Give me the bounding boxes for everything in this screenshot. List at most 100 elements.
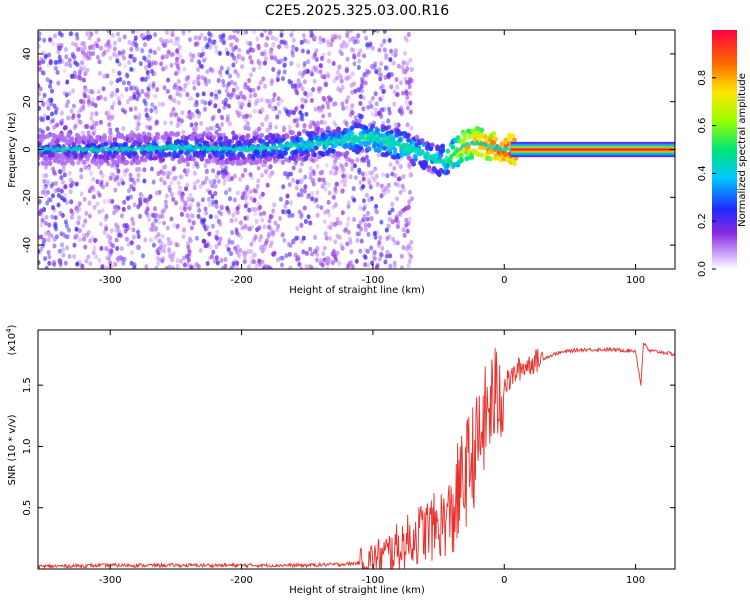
spectrogram-cell [207,37,212,43]
spectrogram-cell [300,116,305,122]
spectrogram-cell [80,263,85,269]
spectrogram-cell [215,260,220,266]
spectrogram-cell [201,45,206,51]
spectrogram-cell [298,110,303,116]
spectrogram-cell [195,178,200,184]
spectrogram-cell [203,206,208,212]
spectrogram-cell [445,162,451,169]
spectrogram-cell [393,173,398,179]
spectrogram-cell [156,46,161,52]
spectrogram-cell [186,196,191,202]
spectrogram-cell [322,219,327,225]
spectrogram-cell [42,185,47,191]
spectrogram-cell [54,180,59,186]
spectrogram-cell [330,153,335,159]
spectrogram-cell [70,53,75,59]
spectrogram-cell [321,113,326,119]
spectrogram-cell [72,70,77,76]
spectrogram-cell [122,55,127,61]
colorbar-tick-label: 0.6 [697,118,708,134]
spectrogram-cell [78,62,83,68]
spectrogram-cell [188,192,193,198]
spectrogram-cell [356,52,361,58]
spectrogram-cell [204,44,209,50]
spectrogram-cell [373,91,378,97]
spectrogram-cell [339,78,344,84]
spectrogram-cell [313,234,318,240]
spectrogram-cell [110,114,115,120]
spectrogram-cell [268,243,273,249]
spectrogram-cell [177,190,182,196]
spectrogram-cell [192,170,197,176]
spectrogram-cell [243,84,248,90]
spectrogram-cell [333,101,338,107]
spectrogram-cell [94,254,99,260]
spectrogram-cell [382,145,388,151]
spectrogram-cell [299,161,304,167]
spectrogram-cell [344,99,349,105]
spectrogram-cell [51,41,56,47]
spectrogram-cell [392,60,397,66]
spectrogram-cell [104,182,109,188]
spectrogram-cell [219,114,224,120]
spectrogram-cell [41,101,46,107]
spectrogram-cell [172,223,177,229]
spectrogram-cell [282,63,287,69]
spectrogram-cell [109,171,114,177]
spectrogram-cell [301,128,307,134]
spectrogram-cell [175,223,180,229]
spectrogram-cell [408,109,413,115]
spectrogram-cell [230,239,235,245]
spectrogram-cell [308,264,313,269]
spectrogram-cell [338,88,343,94]
spectrogram-cell [129,66,134,72]
spectrogram-cell [155,87,160,93]
spectrogram-cell [220,154,225,160]
spectrogram-cell [445,148,451,154]
spectrogram-cell [350,158,355,164]
spectrogram-cell [224,170,229,176]
spectrogram-cell [224,97,229,103]
spectrogram-cell [94,121,99,127]
spectrogram-cell [325,266,330,269]
spectrogram-cell [141,253,146,259]
spectrogram-cell [206,158,212,165]
spectrogram-cell [329,42,334,48]
spectrogram-cell [39,222,44,228]
spectrogram-cell [406,132,411,138]
spectrogram-cell [169,63,174,69]
spectrogram-cell [54,226,59,232]
spectrogram-cell [153,71,158,77]
spectrogram-cell [81,49,86,55]
spectrogram-cell [210,199,215,205]
spectrogram-cell [303,91,308,97]
spectrogram-cell [193,35,198,41]
spectrogram-cell [157,101,162,107]
spectrogram-cell [310,196,315,202]
spectrogram-cell [129,250,134,256]
spectrogram-cell [195,41,200,47]
spectrogram-cell [257,158,263,164]
spectrogram-cell [282,125,287,131]
spectrogram-cell [370,123,376,129]
spectrogram-cell [264,238,269,244]
spectrogram-cell [76,220,81,226]
spectrogram-cell [75,208,80,214]
spectrogram-cell [326,39,331,45]
spectrogram-cell [155,132,160,138]
spectrogram-cell [152,206,157,212]
spectrogram-cell [332,120,337,126]
spectrogram-cell [397,210,402,216]
spectrogram-cell [63,184,68,190]
spectrogram-cell [411,161,417,167]
spectrogram-cell [308,171,313,177]
spectrogram-cell [308,220,313,226]
spectrogram-cell [373,107,378,113]
spectrogram-cell [393,122,398,128]
colorbar-tick-label: 0.0 [697,261,708,277]
spectrogram-cell [379,219,384,225]
spectrogram-cell [366,69,371,75]
spectrogram-cell [380,151,386,158]
spectrogram-ridge [38,133,519,164]
spectrogram-cell [122,80,127,86]
